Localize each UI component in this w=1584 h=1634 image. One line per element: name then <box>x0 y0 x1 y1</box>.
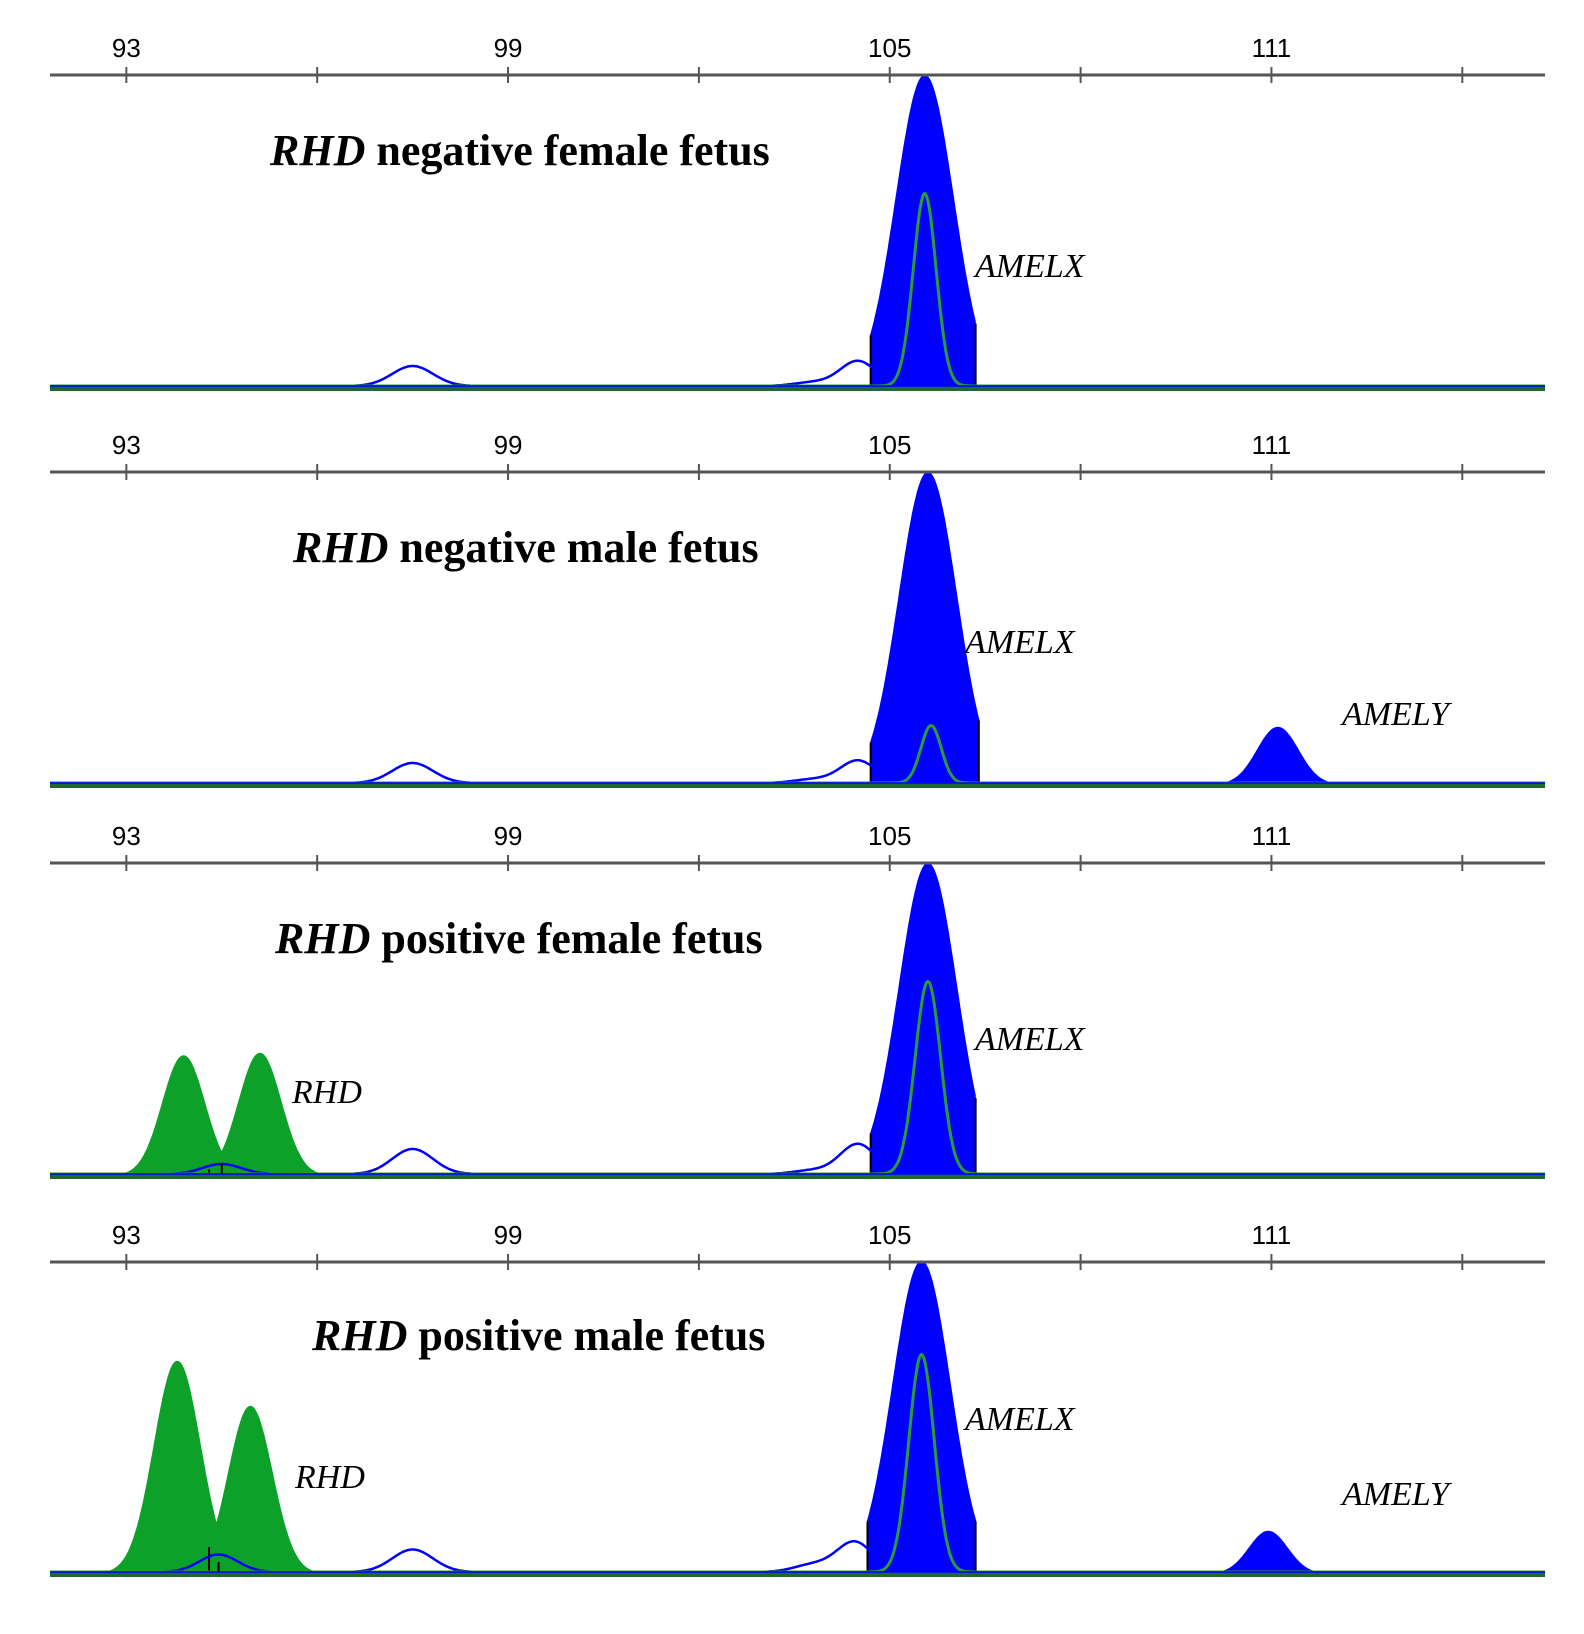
x-tick-label: 111 <box>1252 33 1292 63</box>
rhd-filled-peak <box>208 1052 381 1177</box>
amelx-filled-peak <box>869 76 977 389</box>
green-channel-trace <box>50 724 1545 785</box>
peak-label-amelx: AMELX <box>963 624 1076 661</box>
panel-title-gene: RHD <box>269 126 365 175</box>
x-tick-label: 93 <box>112 1220 141 1250</box>
amelx-filled-peak <box>866 1263 977 1575</box>
plot-area <box>50 473 1545 786</box>
x-tick-label: 93 <box>112 821 141 851</box>
x-tick-label: 93 <box>112 430 141 460</box>
panel-title: RHD negative female fetus <box>269 126 770 175</box>
green-channel-trace <box>50 192 1545 388</box>
baseline <box>50 783 1545 788</box>
panel-title: RHD negative male fetus <box>292 523 759 572</box>
panel-title-rest: negative male fetus <box>388 523 758 572</box>
panel-title-gene: RHD <box>274 914 370 963</box>
panel-title-rest: negative female fetus <box>365 126 769 175</box>
panel-title: RHD positive male fetus <box>311 1311 765 1360</box>
amelx-filled-peak <box>869 473 980 786</box>
x-tick-label: 105 <box>868 430 911 460</box>
x-tick-label: 93 <box>112 33 141 63</box>
amely-filled-peak <box>1207 726 1355 786</box>
x-tick-label: 99 <box>494 821 523 851</box>
peak-label-amelx: AMELX <box>973 248 1086 285</box>
amelx-filled-peak <box>869 864 977 1177</box>
baseline <box>50 386 1545 391</box>
panel-title-rest: positive male fetus <box>407 1311 765 1360</box>
peak-label-rhd: RHD <box>294 1459 365 1496</box>
panel-title-gene: RHD <box>311 1311 407 1360</box>
panel-1: 93 99 105 111 RHD negative female fetus AMELX <box>50 33 1545 391</box>
peak-label-amelx: AMELX <box>963 1401 1076 1438</box>
baseline <box>50 1174 1545 1179</box>
blue-channel-trace <box>50 359 1545 388</box>
x-tick-label: 111 <box>1252 821 1292 851</box>
x-tick-label: 105 <box>868 33 911 63</box>
x-tick-label: 111 <box>1252 1220 1292 1250</box>
x-tick-label: 99 <box>494 1220 523 1250</box>
plot-area <box>50 76 1545 389</box>
peak-label-amely: AMELY <box>1340 1476 1452 1513</box>
peak-label-amelx: AMELX <box>973 1021 1086 1058</box>
amely-filled-peak <box>1207 1530 1336 1575</box>
panel-2: 93 99 105 111 RHD negative male fetus AMELX AM… <box>50 430 1545 788</box>
panel-title: RHD positive female fetus <box>274 914 763 963</box>
x-tick-label: 105 <box>868 1220 911 1250</box>
plot-area <box>50 1263 1545 1575</box>
x-tick-label: 105 <box>868 821 911 851</box>
peak-label-amely: AMELY <box>1340 696 1452 733</box>
baseline <box>50 1572 1545 1577</box>
x-tick-label: 111 <box>1252 430 1292 460</box>
panel-title-gene: RHD <box>292 523 388 572</box>
x-tick-label: 99 <box>494 430 523 460</box>
peak-label-rhd: RHD <box>291 1074 362 1111</box>
x-tick-label: 99 <box>494 33 523 63</box>
plot-area <box>50 864 1545 1177</box>
panel-title-rest: positive female fetus <box>370 914 762 963</box>
